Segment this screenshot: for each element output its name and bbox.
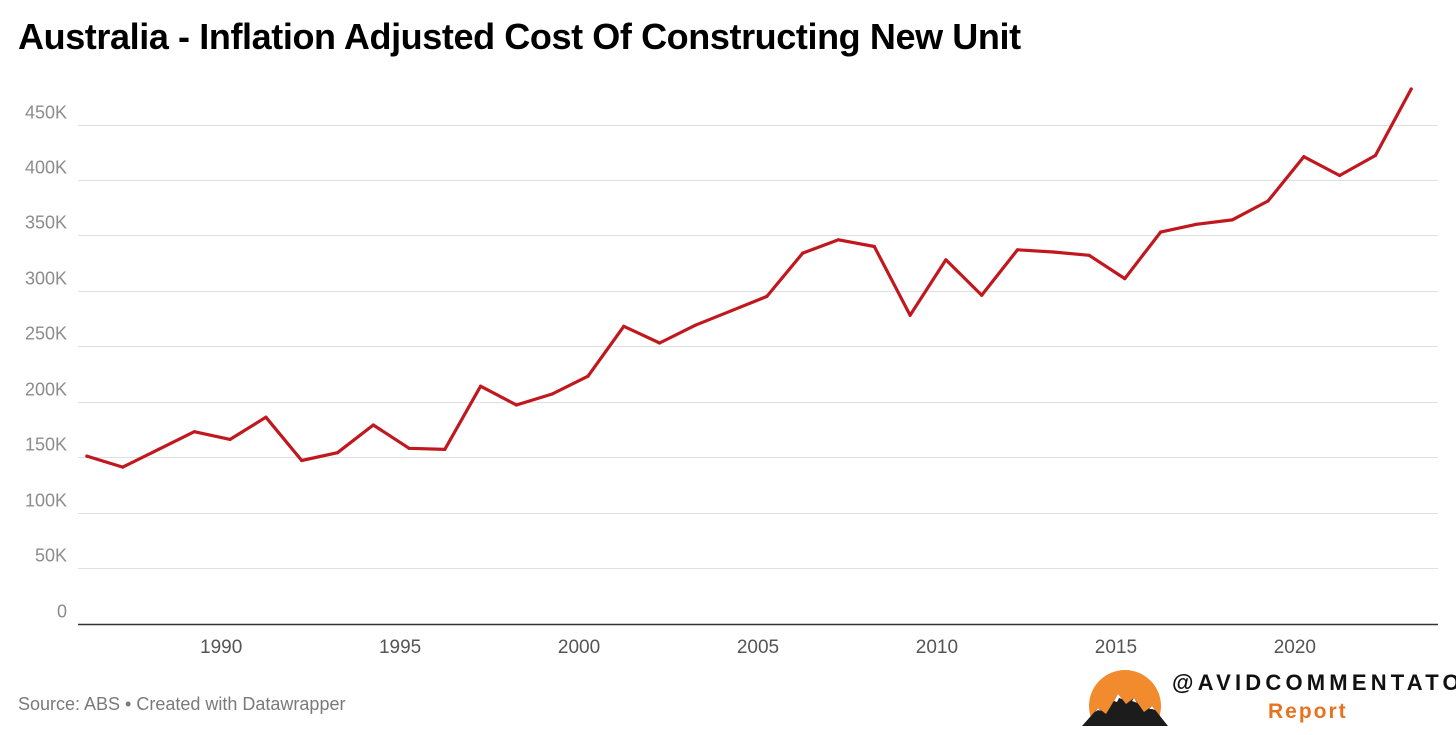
x-tick-label: 2000: [558, 637, 600, 658]
x-axis-tick-labels: 1990 1995 2000 2005 2010 2015 2020: [200, 637, 1316, 658]
data-point: [443, 447, 447, 451]
data-point: [371, 423, 375, 427]
data-point: [980, 293, 984, 297]
data-point: [85, 454, 89, 458]
data-point: [1302, 155, 1306, 159]
data-point: [1051, 250, 1055, 254]
y-tick-label: 200K: [25, 380, 67, 400]
mountain-sun-logo-icon: [1082, 670, 1168, 726]
y-tick-label: 350K: [25, 213, 67, 233]
data-point: [944, 258, 948, 262]
data-point: [1123, 277, 1127, 281]
data-point: [801, 251, 805, 255]
brand-sub: Report: [1268, 700, 1348, 723]
data-point: [1230, 218, 1234, 222]
data-point: [1338, 173, 1342, 178]
gridlines: [78, 125, 1438, 626]
x-tick-label: 2015: [1095, 637, 1137, 658]
y-tick-label: 50K: [35, 546, 67, 566]
chart-title: Australia - Inflation Adjusted Cost Of C…: [18, 16, 1021, 57]
data-point: [1409, 87, 1413, 91]
data-point: [1266, 199, 1270, 203]
data-point: [1087, 253, 1091, 257]
x-tick-label: 1995: [379, 637, 421, 658]
data-point: [228, 437, 232, 441]
data-point: [121, 465, 125, 469]
data-point: [658, 341, 662, 345]
y-tick-label: 0: [57, 602, 67, 622]
y-tick-label: 300K: [25, 269, 67, 289]
data-point: [550, 392, 554, 396]
data-point: [693, 323, 698, 327]
brand-handle: @AVIDCOMMENTATOR: [1172, 670, 1456, 695]
data-point: [1159, 230, 1163, 234]
x-tick-label: 2005: [737, 637, 779, 658]
x-tick-label: 2010: [916, 637, 958, 658]
data-point: [300, 458, 304, 463]
data-point: [872, 244, 876, 249]
y-tick-label: 450K: [25, 103, 67, 123]
y-tick-label: 250K: [25, 324, 67, 344]
y-axis-tick-labels: 0 50K 100K 150K 200K 250K 300K 350K 400K 450K: [25, 103, 67, 622]
y-tick-label: 150K: [25, 435, 67, 455]
data-point: [192, 430, 196, 434]
brand-watermark: @AVIDCOMMENTATOR Report: [1080, 668, 1456, 730]
data-point: [622, 324, 626, 328]
source-note: Source: ABS • Created with Datawrapper: [18, 694, 346, 714]
series-layer: [85, 87, 1413, 469]
data-point: [1373, 153, 1377, 158]
data-point: [729, 309, 733, 313]
data-point: [586, 374, 590, 378]
series-line: [85, 87, 1413, 469]
data-point: [1194, 222, 1198, 226]
data-point: [335, 451, 340, 455]
data-point: [1015, 248, 1020, 252]
data-point: [514, 403, 519, 407]
data-point: [407, 446, 411, 450]
x-tick-label: 2020: [1274, 637, 1316, 658]
data-point: [908, 313, 912, 317]
line-chart: 0 50K 100K 150K 200K 250K 300K 350K 400K 450K 199…: [25, 87, 1438, 658]
y-tick-label: 400K: [25, 158, 67, 178]
x-tick-label: 1990: [200, 637, 242, 658]
data-point: [264, 415, 268, 419]
data-point: [156, 447, 161, 451]
y-tick-label: 100K: [25, 491, 67, 511]
data-point: [765, 294, 769, 298]
data-point: [479, 384, 483, 388]
data-point: [836, 238, 841, 242]
